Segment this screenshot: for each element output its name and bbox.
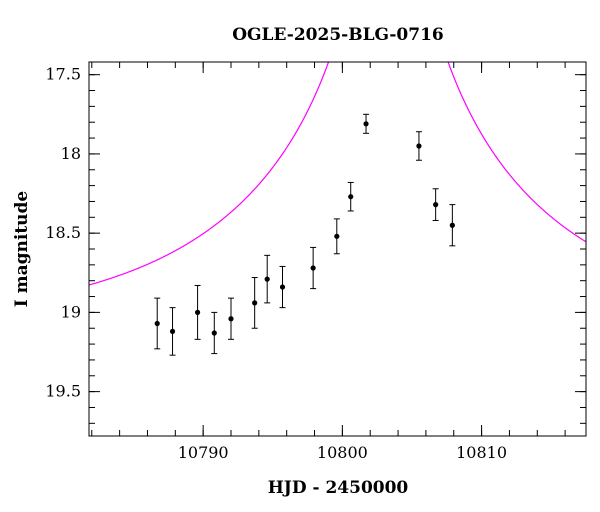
data-point: [211, 311, 218, 355]
data-marker: [252, 300, 258, 306]
model-curve-layer: [89, 62, 586, 286]
data-marker: [334, 233, 340, 239]
data-points-layer: [154, 113, 456, 356]
data-point: [228, 297, 234, 340]
data-point: [279, 265, 286, 309]
y-axis-title: I magnitude: [12, 191, 32, 308]
data-marker: [264, 276, 270, 282]
minor-ticks: [89, 62, 586, 436]
data-point: [415, 131, 422, 161]
y-tick-label: 18.5: [45, 223, 81, 242]
chart-title: OGLE-2025-BLG-0716: [232, 25, 444, 45]
data-marker: [169, 328, 176, 335]
data-point: [432, 188, 439, 221]
data-marker: [433, 202, 439, 208]
major-ticks: [89, 62, 586, 436]
y-tick-label: 19.5: [45, 382, 81, 401]
data-marker: [279, 284, 286, 290]
x-axis-title: HJD - 2450000: [268, 478, 409, 498]
data-point: [264, 254, 271, 304]
data-marker: [363, 121, 369, 127]
data-marker: [194, 309, 201, 315]
data-point: [251, 277, 258, 329]
data-point: [310, 246, 317, 290]
model-curve: [89, 62, 586, 286]
x-tick-label: 10790: [178, 443, 229, 462]
data-point: [347, 181, 354, 212]
data-marker: [348, 194, 354, 200]
y-tick-label: 18: [61, 144, 81, 163]
y-tick-label: 17.5: [45, 65, 81, 84]
data-marker: [211, 330, 217, 336]
data-marker: [416, 143, 422, 149]
tick-labels: 10790 10800 10810 17.5 18 18.5 19 19.5: [45, 65, 507, 462]
data-point: [194, 284, 201, 340]
x-tick-label: 10810: [456, 443, 507, 462]
data-marker: [449, 222, 455, 228]
data-marker: [228, 316, 234, 322]
data-point: [449, 204, 456, 247]
data-point: [154, 297, 161, 350]
y-tick-label: 19: [61, 302, 81, 321]
data-marker: [154, 320, 160, 327]
x-tick-label: 10800: [317, 443, 368, 462]
data-point: [333, 218, 340, 255]
plot-frame: [88, 61, 587, 437]
data-marker: [310, 265, 316, 271]
data-point: [363, 113, 370, 134]
data-point: [169, 307, 176, 356]
